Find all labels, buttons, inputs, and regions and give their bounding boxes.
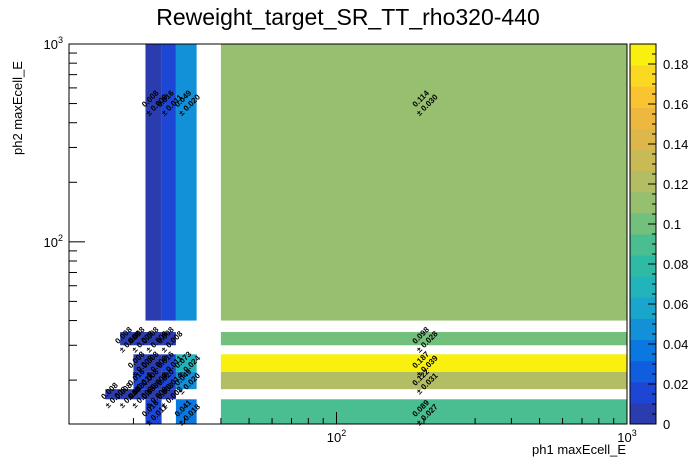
colorbar-swatch [630,381,656,404]
heatmap-cell [161,332,176,346]
heatmap-cell [133,332,146,346]
colorbar-swatch [630,318,656,341]
heatmap-cell [133,371,146,390]
heatmap-cell [161,44,176,321]
colorbar-swatch [630,255,656,277]
colorbar-swatch [630,212,656,235]
heatmap-cell [161,371,176,390]
y-tick-label-exponent: 3 [58,35,63,45]
heatmap-cell [175,354,197,372]
colorbar-tick-label: 0.14 [663,137,688,152]
heatmap-cell [120,332,134,346]
heatmap-cell [145,371,162,390]
x-tick-label-exponent: 3 [632,428,637,438]
colorbar-tick-label: 0 [663,417,670,432]
colorbar-swatch [630,276,656,298]
heatmap-cell [145,399,162,424]
y-axis-label: ph2 maxEcell_E [10,61,25,155]
heatmap-cell [220,371,628,390]
colorbar-tick-label: 0.16 [663,97,688,112]
heatmap-cell [220,354,628,372]
cell-value-label-group: 0.016± 0.011 [155,88,184,117]
x-tick-label-exponent: 2 [341,428,346,438]
chart-title: Reweight_target_SR_TT_rho320-440 [156,4,540,30]
colorbar-swatch [630,65,656,87]
plot-frame [68,43,628,425]
colorbar-swatch [630,297,656,319]
heatmap-cell [145,44,162,321]
colorbar-swatch [630,128,656,151]
colorbar-swatch [630,170,656,193]
y-tick-label: 103 [44,35,63,52]
heatmap-cell [133,389,146,400]
colorbar-tick-label: 0.18 [663,57,688,72]
colorbar-swatch [630,86,656,108]
colorbar: 0 0.02 0.04 0.06 0.08 0.1 0.12 0.14 0.16 0.18 [629,43,688,432]
colorbar-swatch [630,149,656,172]
heatmap-cell [220,44,628,321]
heatmap-cell [120,389,134,400]
x-axis-label: ph1 maxEcell_E [532,442,626,457]
colorbar-swatch [630,191,656,214]
colorbar-tick-label: 0.04 [663,337,688,352]
colorbar-tick-label: 0.12 [663,177,688,192]
heatmap-cell [161,354,176,372]
y-tick-label: 102 [44,233,63,250]
colorbar-swatch [630,339,656,362]
colorbar-tick-label: 0.02 [663,377,688,392]
heatmap-cell [175,44,197,321]
x-tick-label: 102 [327,428,346,445]
heatmap-cell [145,354,162,372]
colorbar-tick-label: 0.08 [663,257,688,272]
heatmap-cell [161,389,176,400]
heatmap-cell [220,332,628,346]
heatmap-cell [145,389,162,400]
heatmap-cell [133,354,146,372]
colorbar-swatch [630,402,656,425]
y-tick-label-exponent: 2 [58,233,63,243]
heatmap-cell [175,399,197,424]
colorbar-swatch [630,44,656,66]
heatmap-cell [145,332,162,346]
colorbar-swatch [630,107,656,129]
colorbar-tick-label: 0.1 [663,217,681,232]
heatmap-cell [175,371,197,390]
heatmap-cell [105,389,121,400]
colorbar-tick-label: 0.06 [663,297,688,312]
colorbar-swatch [630,234,656,256]
colorbar-swatch [630,360,656,383]
